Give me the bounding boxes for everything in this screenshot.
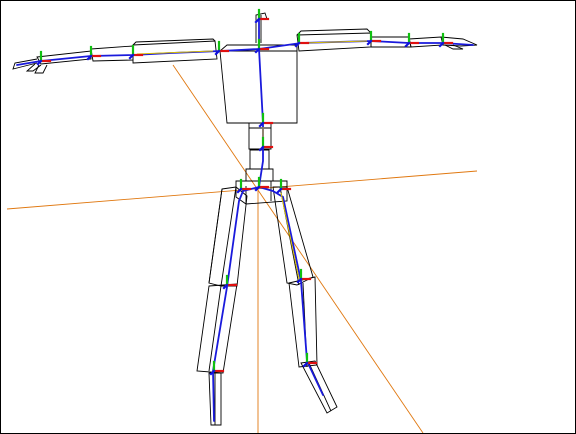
joint-right-knee[interactable] (296, 268, 312, 284)
joint-neck[interactable] (254, 38, 270, 54)
joint-right-wrist[interactable] (404, 32, 420, 48)
joint-right-shoulder-z-axis (294, 41, 301, 48)
left-shin-mesh (196, 283, 238, 374)
head-mesh (255, 12, 268, 43)
joint-hips[interactable] (254, 176, 270, 192)
bone-accents (136, 40, 368, 280)
hips-mesh (235, 180, 288, 205)
joint-left-hand[interactable] (36, 50, 52, 66)
joint-left-wrist[interactable] (86, 45, 102, 61)
joint-right-wrist-z-axis (404, 41, 411, 48)
joint-left-knee[interactable] (222, 274, 238, 290)
joint-right-ankle[interactable] (302, 352, 318, 368)
joint-left-ankle-z-axis (209, 369, 216, 376)
joint-right-elbow[interactable] (366, 30, 382, 46)
joint-left-knee-z-axis (222, 283, 229, 290)
joint-gizmos[interactable] (36, 8, 454, 376)
joint-spine[interactable] (258, 112, 274, 128)
joint-right-ankle-z-axis (302, 361, 309, 368)
joint-left-shoulder-z-axis (214, 49, 221, 56)
right-shin-mesh (288, 276, 318, 368)
joint-neck-z-axis (254, 47, 261, 54)
joint-head-z-axis (254, 17, 261, 24)
joint-chest-z-axis (258, 145, 265, 152)
right-hand-mesh (440, 36, 478, 50)
left-hand-mesh (12, 58, 48, 74)
grid-axis-z (172, 64, 424, 433)
joint-hips-z-axis (254, 185, 261, 192)
joint-left-ankle[interactable] (209, 360, 225, 376)
torso-mesh (219, 44, 298, 124)
joint-right-hip-z-axis (276, 187, 283, 194)
joint-right-knee-z-axis (296, 277, 303, 284)
joint-left-elbow-z-axis (128, 53, 135, 60)
left-thigh-mesh (208, 186, 248, 287)
right-leg-bone (272, 190, 324, 396)
mesh-wireframe (12, 12, 478, 426)
bone-chain (16, 18, 474, 422)
joint-right-hip[interactable] (276, 178, 292, 194)
joint-spine-z-axis (258, 121, 265, 128)
joint-left-elbow[interactable] (128, 44, 144, 60)
joint-left-wrist-z-axis (86, 54, 93, 61)
joint-left-hand-z-axis (36, 59, 43, 66)
grid-axes (6, 64, 478, 433)
joint-left-hip-z-axis (236, 187, 243, 194)
joint-right-elbow-z-axis (366, 39, 373, 46)
left-leg-bone (212, 190, 244, 422)
joint-right-shoulder[interactable] (294, 32, 310, 48)
joint-chest[interactable] (258, 136, 274, 152)
joint-left-hip[interactable] (236, 178, 252, 194)
joint-right-hand[interactable] (438, 32, 454, 48)
joint-right-hand-z-axis (438, 41, 445, 48)
left-foot-mesh (208, 372, 222, 426)
joint-left-shoulder[interactable] (214, 40, 230, 56)
spine-mesh (245, 122, 274, 182)
joint-head[interactable] (254, 8, 270, 24)
right-upper-arm-mesh (296, 28, 372, 52)
